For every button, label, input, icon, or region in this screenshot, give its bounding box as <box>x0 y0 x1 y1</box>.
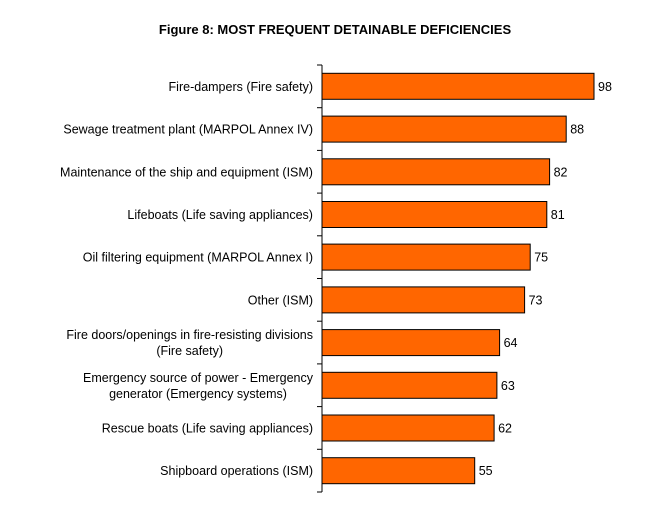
category-label-line: Fire-dampers (Fire safety) <box>169 80 313 94</box>
bar-value-label: 98 <box>598 80 612 94</box>
bar <box>321 414 495 442</box>
category-label-line: Rescue boats (Life saving appliances) <box>102 422 313 436</box>
bar <box>321 72 595 100</box>
category-label-line: Oil filtering equipment (MARPOL Annex I) <box>83 251 313 265</box>
category-label: Lifeboats (Life saving appliances) <box>127 208 313 222</box>
category-label: Fire doors/openings in fire-resisting di… <box>66 328 313 358</box>
bar-value-label: 81 <box>551 208 565 222</box>
category-label: Sewage treatment plant (MARPOL Annex IV) <box>63 123 313 137</box>
bar <box>321 286 526 314</box>
bar-value-label: 82 <box>554 165 568 179</box>
category-label-line: Other (ISM) <box>248 293 313 307</box>
bar-value-label: 73 <box>529 293 543 307</box>
bar <box>321 371 498 399</box>
bar-value-label: 64 <box>504 336 518 350</box>
bar <box>321 115 567 143</box>
category-label: Rescue boats (Life saving appliances) <box>102 422 313 436</box>
category-label-line: Lifeboats (Life saving appliances) <box>127 208 313 222</box>
category-label-line: Sewage treatment plant (MARPOL Annex IV) <box>63 123 313 137</box>
bar-value-label: 62 <box>498 422 512 436</box>
bar <box>321 457 476 485</box>
category-label: Oil filtering equipment (MARPOL Annex I) <box>83 251 313 265</box>
bar-value-label: 75 <box>534 251 548 265</box>
category-label: Fire-dampers (Fire safety) <box>169 80 313 94</box>
category-label: Shipboard operations (ISM) <box>160 464 313 478</box>
category-label-line: generator (Emergency systems) <box>109 387 287 401</box>
bar-value-label: 55 <box>479 464 493 478</box>
bar <box>321 243 531 271</box>
bar <box>321 201 548 228</box>
bar <box>321 329 501 357</box>
bar-value-label: 88 <box>570 123 584 137</box>
category-label: Maintenance of the ship and equipment (I… <box>60 165 313 179</box>
category-label: Emergency source of power - Emergency gen… <box>83 371 314 401</box>
chart-title: Figure 8: MOST FREQUENT DETAINABLE DEFIC… <box>158 22 512 37</box>
category-label: Other (ISM) <box>248 293 313 307</box>
category-label-line: Fire doors/openings in fire-resisting di… <box>66 328 313 342</box>
category-label-line: (Fire safety) <box>156 344 223 358</box>
bar-value-label: 63 <box>501 379 515 393</box>
category-label-line: Shipboard operations (ISM) <box>160 464 313 478</box>
category-label-line: Maintenance of the ship and equipment (I… <box>60 165 313 179</box>
category-label-line: Emergency source of power - Emergency <box>83 371 314 385</box>
bar <box>321 158 551 186</box>
